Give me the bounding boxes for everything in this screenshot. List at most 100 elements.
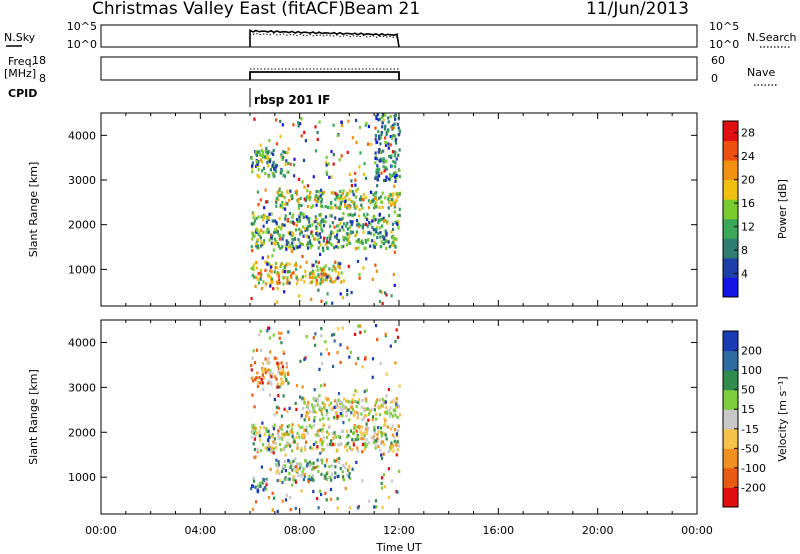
velocity-cell — [255, 348, 258, 352]
velocity-cell — [280, 427, 283, 431]
power-cell — [391, 136, 394, 140]
velocity-cell — [378, 413, 382, 417]
velocity-cell — [353, 412, 356, 416]
velocity-cell — [282, 432, 285, 436]
power-cell — [381, 115, 384, 119]
power-cell — [312, 263, 315, 267]
power-cell — [369, 222, 372, 226]
power-cell — [344, 236, 347, 240]
velocity-cell — [276, 464, 279, 468]
power-cell — [265, 200, 268, 204]
power-cell — [339, 202, 342, 206]
power-cell — [306, 184, 309, 188]
velocity-cell — [310, 425, 313, 429]
velocity-cell — [390, 479, 394, 483]
power-cell — [385, 159, 388, 163]
power-cell — [319, 235, 322, 239]
velocity-cell — [320, 437, 323, 441]
power-cell — [365, 176, 368, 180]
power-cell — [332, 162, 335, 166]
velocity-cell — [381, 505, 384, 509]
power-cell — [275, 196, 278, 200]
velocity-cell — [254, 485, 257, 489]
power-cell — [284, 217, 287, 221]
velocity-cell — [270, 445, 273, 449]
velocity-cell — [306, 431, 309, 435]
velocity-cell — [336, 497, 339, 501]
power-cell — [259, 268, 263, 272]
power-cell — [319, 243, 322, 247]
power-cell — [366, 218, 369, 222]
velocity-cell — [349, 476, 352, 480]
power-cell — [329, 206, 332, 210]
velocity-cell — [345, 435, 348, 439]
velocity-cell — [346, 473, 349, 477]
power-cell — [347, 192, 350, 196]
power-cell — [374, 175, 378, 179]
power-cell — [272, 248, 275, 252]
power-cell — [281, 157, 284, 161]
power-cell — [380, 290, 383, 294]
velocity-cell — [348, 464, 351, 468]
velocity-cell — [373, 505, 376, 509]
power-cell — [295, 228, 298, 232]
velocity-cell — [395, 432, 398, 436]
power-cell — [338, 276, 341, 280]
velocity-cell — [255, 431, 258, 435]
power-cell — [387, 128, 390, 132]
power-cell — [355, 230, 359, 234]
velocity-cell — [271, 508, 274, 512]
velocity-cell — [344, 405, 347, 409]
velocity-colorbar-tick-label: -200 — [741, 481, 766, 494]
velocity-cell — [284, 432, 287, 436]
power-cell — [287, 241, 290, 245]
velocity-cell — [398, 413, 402, 417]
power-cell — [295, 192, 298, 196]
velocity-cell — [269, 380, 272, 385]
power-cell — [329, 242, 332, 246]
velocity-cell — [376, 433, 379, 437]
velocity-cell — [280, 414, 283, 418]
power-cell — [391, 126, 394, 130]
power-cell — [395, 198, 398, 203]
power-cell — [290, 246, 293, 251]
velocity-cell — [380, 440, 384, 444]
velocity-cell — [278, 331, 281, 335]
power-cell — [358, 125, 362, 129]
power-cell — [336, 133, 339, 137]
power-cell — [263, 214, 266, 218]
velocity-cell — [262, 387, 265, 391]
power-cell — [382, 242, 385, 246]
y-tick-label: 3000 — [68, 174, 96, 187]
power-cell — [337, 261, 340, 265]
power-cell — [372, 193, 375, 197]
velocity-cell — [291, 434, 294, 438]
power-cell — [333, 266, 336, 270]
velocity-cell — [259, 434, 262, 438]
velocity-cell — [296, 446, 299, 450]
velocity-cell — [320, 440, 323, 445]
power-cell — [286, 151, 289, 155]
power-cell — [317, 197, 320, 201]
power-colorbar-tick-label: 28 — [741, 127, 755, 140]
power-cell — [279, 264, 282, 269]
power-cell — [257, 150, 260, 154]
velocity-cell — [264, 367, 267, 371]
power-cell — [332, 123, 335, 127]
velocity-cell — [314, 465, 317, 470]
power-cell — [259, 234, 262, 238]
velocity-cell — [251, 423, 254, 427]
power-colorbar-swatch — [723, 179, 738, 200]
power-cell — [278, 188, 281, 192]
power-cell — [340, 154, 343, 158]
velocity-cell — [342, 475, 345, 479]
velocity-cell — [289, 444, 292, 448]
power-cell — [341, 197, 344, 201]
power-cell — [316, 265, 319, 269]
velocity-cell — [328, 465, 331, 469]
velocity-cell — [356, 411, 359, 415]
power-cell — [338, 266, 341, 270]
power-cell — [259, 277, 262, 281]
power-cell — [299, 122, 302, 126]
power-cell — [322, 224, 326, 228]
